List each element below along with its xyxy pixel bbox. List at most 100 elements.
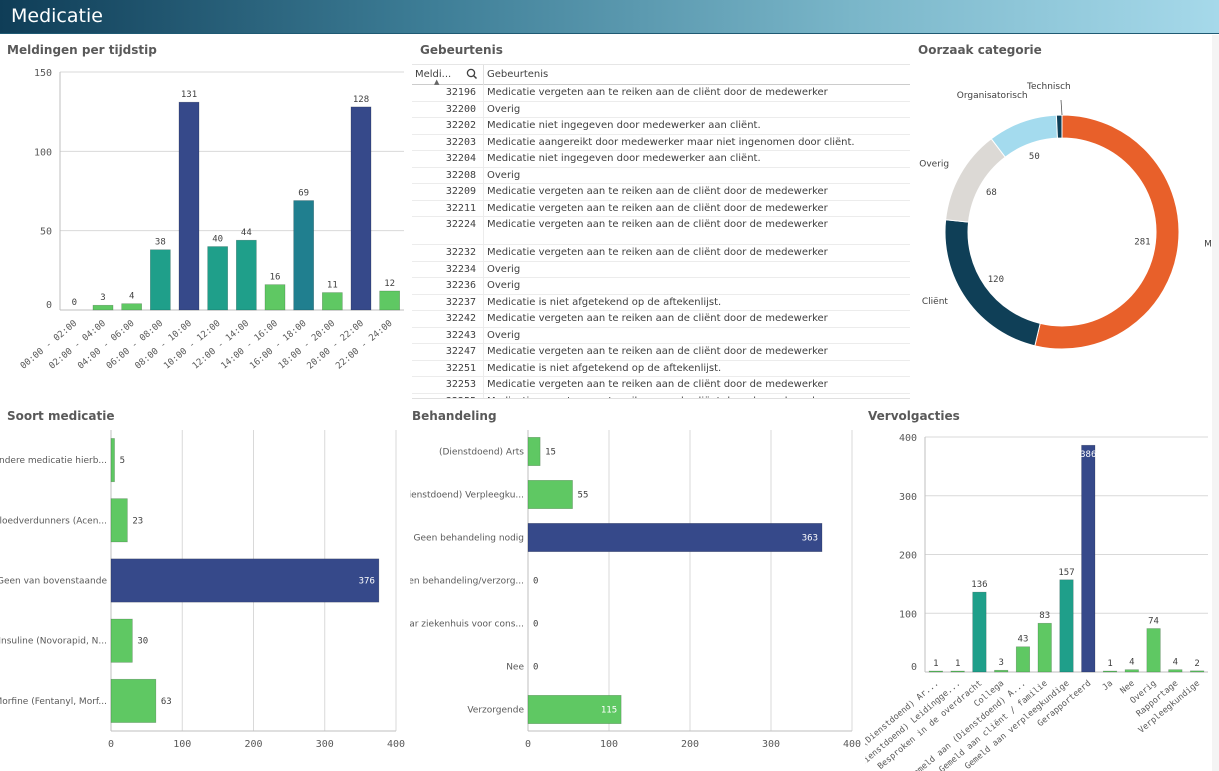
search-icon[interactable] xyxy=(465,67,479,81)
y-tick-label: (Dienstdoend) Arts xyxy=(439,448,524,458)
chart-oorzaak[interactable]: 281 Me... 120 Cliënt 68 Overig 50 Organisatoris… xyxy=(912,60,1219,400)
data-label: 4 xyxy=(129,292,134,302)
y-tick-label: 0 xyxy=(46,300,52,311)
y-tick-label: Geen van bovenstaande xyxy=(0,577,107,587)
column-divider xyxy=(483,217,484,244)
y-tick-label: 300 xyxy=(899,492,917,503)
cell-melding-id: 32196 xyxy=(445,87,476,98)
bar xyxy=(1146,628,1161,673)
column-divider xyxy=(483,377,484,393)
y-tick-label: Verzorgende xyxy=(467,706,524,716)
donut-slice xyxy=(945,138,1006,223)
x-tick-label: 200 xyxy=(681,739,699,750)
gebeurtenis-table[interactable]: Meldi... ▲ Gebeurtenis 32196 Medicatie ve… xyxy=(412,64,910,399)
cell-melding-id: 32251 xyxy=(445,362,476,374)
table-row[interactable]: 32234 Overig xyxy=(412,261,910,278)
column-divider xyxy=(483,278,484,294)
column-divider xyxy=(483,167,484,183)
table-row[interactable]: 32200 Overig xyxy=(412,101,910,118)
cell-melding-id: 32243 xyxy=(445,329,476,341)
donut-slice xyxy=(1034,114,1180,350)
table-row[interactable]: 32203 Medicatie aangereikt door medewerke… xyxy=(412,134,910,151)
cell-melding-id: 32209 xyxy=(445,186,476,197)
bar xyxy=(350,106,372,311)
data-label: 4 xyxy=(1173,658,1178,668)
chart-soort[interactable]: 0 100 200 300 400 5 Andere medicatie hierb... 2… xyxy=(0,425,410,771)
table-row[interactable]: 32224 Medicatie vergeten aan te reiken aa… xyxy=(412,217,910,245)
table-row[interactable]: 32209 Medicatie vergeten aan te reiken aa… xyxy=(412,184,910,201)
column-divider xyxy=(483,294,484,310)
data-label: 0 xyxy=(533,620,538,630)
table-row[interactable]: 32243 Overig xyxy=(412,327,910,344)
y-tick-label: Andere medicatie hierb... xyxy=(0,456,107,466)
data-label: 4 xyxy=(1129,658,1134,668)
table-row[interactable]: 32255 Medicatie vergeten aan te reiken aa… xyxy=(412,393,910,399)
table-row[interactable]: 32208 Overig xyxy=(412,167,910,184)
data-label: 11 xyxy=(327,281,338,291)
x-tick-label: 300 xyxy=(762,739,780,750)
table-row[interactable]: 32232 Medicatie vergeten aan te reiken aa… xyxy=(412,245,910,262)
column-header-melding[interactable]: Meldi... xyxy=(415,69,452,80)
y-tick-label: Insuline (Novorapid, N... xyxy=(0,637,107,647)
table-row[interactable]: 32196 Medicatie vergeten aan te reiken aa… xyxy=(412,85,910,102)
data-label: 40 xyxy=(212,235,223,245)
cell-melding-id: 32237 xyxy=(445,296,476,308)
data-label: 5 xyxy=(120,456,125,466)
column-divider xyxy=(483,393,484,398)
column-divider xyxy=(483,245,484,261)
table-row[interactable]: 32242 Medicatie vergeten aan te reiken aa… xyxy=(412,311,910,328)
data-label: 136 xyxy=(971,580,987,590)
bar xyxy=(379,290,400,311)
bar xyxy=(207,246,228,311)
bar xyxy=(110,438,115,483)
data-label: 1 xyxy=(1107,659,1112,669)
bar xyxy=(121,303,142,311)
table-row[interactable]: 32251 Medicatie is niet afgetekend op de … xyxy=(412,360,910,377)
cell-melding-id: 32211 xyxy=(445,202,476,214)
x-tick-label: 0 xyxy=(108,739,114,750)
bar xyxy=(1059,579,1074,673)
panel-title-vervolg: Vervolgacties xyxy=(868,409,960,423)
cell-gebeurtenis: Overig xyxy=(487,329,521,341)
chart-behandeling[interactable]: 0 100 200 300 400 15 (Dienstdoend) Arts 55 (Dien… xyxy=(410,425,865,771)
data-label: 131 xyxy=(181,90,197,100)
cell-melding-id: 32236 xyxy=(445,280,476,291)
cell-melding-id: 32200 xyxy=(445,103,476,115)
cell-melding-id: 32234 xyxy=(445,263,476,275)
bar xyxy=(1124,669,1139,673)
bar xyxy=(110,498,128,543)
table-row[interactable]: 32253 Medicatie vergeten aan te reiken aa… xyxy=(412,377,910,394)
cell-gebeurtenis: Medicatie vergeten aan te reiken aan de … xyxy=(487,247,828,258)
data-label: 15 xyxy=(545,448,556,458)
column-header-gebeurtenis[interactable]: Gebeurtenis xyxy=(487,69,549,80)
cell-gebeurtenis: Medicatie vergeten aan te reiken aan de … xyxy=(487,202,828,214)
table-row[interactable]: 32202 Medicatie niet ingegeven door medew… xyxy=(412,118,910,135)
data-label: 83 xyxy=(1039,611,1050,621)
column-divider xyxy=(483,65,484,86)
y-tick-label: Nee xyxy=(506,663,524,673)
cell-gebeurtenis: Medicatie vergeten aan te reiken aan de … xyxy=(487,379,828,390)
table-row[interactable]: 32237 Medicatie is niet afgetekend op de … xyxy=(412,294,910,311)
cell-gebeurtenis: Medicatie niet ingegeven door medewerker… xyxy=(487,120,761,131)
y-tick-label: Bloedverdunners (Acen... xyxy=(0,516,107,526)
page-scrollbar[interactable] xyxy=(1212,35,1219,771)
y-tick-label: Geen behandeling/verzorg... xyxy=(410,577,524,587)
y-tick-label: 100 xyxy=(34,147,52,158)
data-label: 50 xyxy=(1029,152,1040,162)
data-label: 0 xyxy=(533,663,538,673)
cell-gebeurtenis: Overig xyxy=(487,103,521,115)
table-row[interactable]: 32236 Overig xyxy=(412,278,910,295)
bar xyxy=(994,669,1009,673)
table-row[interactable]: 32204 Medicatie niet ingegeven door medew… xyxy=(412,151,910,168)
cell-gebeurtenis: Overig xyxy=(487,280,521,291)
cell-gebeurtenis: Medicatie vergeten aan te reiken aan de … xyxy=(487,396,828,399)
table-row[interactable]: 32247 Medicatie vergeten aan te reiken aa… xyxy=(412,344,910,361)
data-label: 157 xyxy=(1058,568,1074,578)
category-label: Me... xyxy=(1204,240,1219,250)
panel-title-soort: Soort medicatie xyxy=(7,409,115,423)
y-tick-label: 50 xyxy=(40,227,52,238)
cell-gebeurtenis: Medicatie vergeten aan te reiken aan de … xyxy=(487,219,828,230)
table-row[interactable]: 32211 Medicatie vergeten aan te reiken aa… xyxy=(412,200,910,217)
